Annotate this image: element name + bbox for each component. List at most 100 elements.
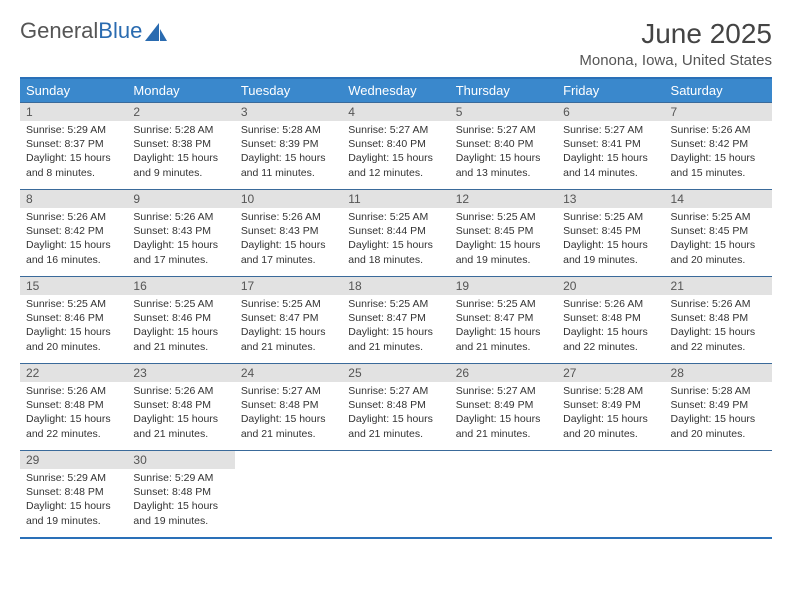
day-cell: 16 Sunrise: 5:25 AMSunset: 8:46 PMDayligh… bbox=[127, 277, 234, 363]
day-header: Sunday bbox=[20, 79, 127, 102]
day-number: 19 bbox=[450, 277, 557, 295]
day-header: Monday bbox=[127, 79, 234, 102]
day-number: 29 bbox=[20, 451, 127, 469]
day-number: 17 bbox=[235, 277, 342, 295]
day-content: Sunrise: 5:25 AMSunset: 8:47 PMDaylight:… bbox=[450, 297, 557, 354]
day-cell: 4 Sunrise: 5:27 AMSunset: 8:40 PMDaylight… bbox=[342, 103, 449, 189]
week-row: 22Sunrise: 5:26 AMSunset: 8:48 PMDayligh… bbox=[20, 363, 772, 450]
day-number: 27 bbox=[557, 364, 664, 382]
day-content: Sunrise: 5:26 AMSunset: 8:48 PMDaylight:… bbox=[557, 297, 664, 354]
day-number: 9 bbox=[127, 190, 234, 208]
day-cell: 8Sunrise: 5:26 AMSunset: 8:42 PMDaylight… bbox=[20, 190, 127, 276]
day-cell: . bbox=[235, 451, 342, 537]
day-content: Sunrise: 5:25 AMSunset: 8:47 PMDaylight:… bbox=[235, 297, 342, 354]
week-row: 1Sunrise: 5:29 AMSunset: 8:37 PMDaylight… bbox=[20, 102, 772, 189]
day-cell: 3 Sunrise: 5:28 AMSunset: 8:39 PMDaylight… bbox=[235, 103, 342, 189]
day-cell: 25 Sunrise: 5:27 AMSunset: 8:48 PMDayligh… bbox=[342, 364, 449, 450]
logo-sail-icon bbox=[145, 23, 167, 41]
day-header: Thursday bbox=[450, 79, 557, 102]
day-cell: 22 Sunrise: 5:26 AMSunset: 8:48 PMDayligh… bbox=[20, 364, 127, 450]
day-number: 7 bbox=[665, 103, 772, 121]
day-content: Sunrise: 5:25 AMSunset: 8:45 PMDaylight:… bbox=[557, 210, 664, 267]
day-number: 2 bbox=[127, 103, 234, 121]
logo-text-blue: Blue bbox=[98, 18, 142, 44]
day-cell: 17 Sunrise: 5:25 AMSunset: 8:47 PMDayligh… bbox=[235, 277, 342, 363]
day-header: Wednesday bbox=[342, 79, 449, 102]
header: GeneralBlue June 2025 Monona, Iowa, Unit… bbox=[20, 18, 772, 69]
day-content: Sunrise: 5:25 AMSunset: 8:46 PMDaylight:… bbox=[127, 297, 234, 354]
week-row: 29Sunrise: 5:29 AMSunset: 8:48 PMDayligh… bbox=[20, 450, 772, 537]
day-number: 4 bbox=[342, 103, 449, 121]
day-number: 3 bbox=[235, 103, 342, 121]
day-cell: 14 Sunrise: 5:25 AMSunset: 8:45 PMDayligh… bbox=[665, 190, 772, 276]
day-header: Tuesday bbox=[235, 79, 342, 102]
day-content: Sunrise: 5:27 AMSunset: 8:40 PMDaylight:… bbox=[450, 123, 557, 180]
day-number: 14 bbox=[665, 190, 772, 208]
day-cell: 23Sunrise: 5:26 AMSunset: 8:48 PMDayligh… bbox=[127, 364, 234, 450]
location-text: Monona, Iowa, United States bbox=[579, 52, 772, 69]
day-content: Sunrise: 5:25 AMSunset: 8:45 PMDaylight:… bbox=[665, 210, 772, 267]
day-cell: 2 Sunrise: 5:28 AMSunset: 8:38 PMDaylight… bbox=[127, 103, 234, 189]
day-cell: 9Sunrise: 5:26 AMSunset: 8:43 PMDaylight… bbox=[127, 190, 234, 276]
day-header: Friday bbox=[557, 79, 664, 102]
week-row: 8Sunrise: 5:26 AMSunset: 8:42 PMDaylight… bbox=[20, 189, 772, 276]
day-cell: 13 Sunrise: 5:25 AMSunset: 8:45 PMDayligh… bbox=[557, 190, 664, 276]
day-number: 12 bbox=[450, 190, 557, 208]
day-content: Sunrise: 5:29 AMSunset: 8:48 PMDaylight:… bbox=[127, 471, 234, 528]
day-content: Sunrise: 5:25 AMSunset: 8:47 PMDaylight:… bbox=[342, 297, 449, 354]
day-content: Sunrise: 5:28 AMSunset: 8:39 PMDaylight:… bbox=[235, 123, 342, 180]
day-content: Sunrise: 5:27 AMSunset: 8:48 PMDaylight:… bbox=[235, 384, 342, 441]
day-content: Sunrise: 5:26 AMSunset: 8:43 PMDaylight:… bbox=[235, 210, 342, 267]
day-cell: 11Sunrise: 5:25 AMSunset: 8:44 PMDayligh… bbox=[342, 190, 449, 276]
day-cell: 15 Sunrise: 5:25 AMSunset: 8:46 PMDayligh… bbox=[20, 277, 127, 363]
day-number: 10 bbox=[235, 190, 342, 208]
day-content: Sunrise: 5:28 AMSunset: 8:49 PMDaylight:… bbox=[665, 384, 772, 441]
day-cell: 26 Sunrise: 5:27 AMSunset: 8:49 PMDayligh… bbox=[450, 364, 557, 450]
month-title: June 2025 bbox=[579, 18, 772, 50]
day-cell: . bbox=[450, 451, 557, 537]
day-number: 21 bbox=[665, 277, 772, 295]
day-cell: . bbox=[342, 451, 449, 537]
day-cell: 29 Sunrise: 5:29 AMSunset: 8:48 PMDayligh… bbox=[20, 451, 127, 537]
day-number: 30 bbox=[127, 451, 234, 469]
day-number: 18 bbox=[342, 277, 449, 295]
day-cell: 24 Sunrise: 5:27 AMSunset: 8:48 PMDayligh… bbox=[235, 364, 342, 450]
day-cell: 28Sunrise: 5:28 AMSunset: 8:49 PMDayligh… bbox=[665, 364, 772, 450]
day-cell: 6Sunrise: 5:27 AMSunset: 8:41 PMDaylight… bbox=[557, 103, 664, 189]
day-number: 13 bbox=[557, 190, 664, 208]
day-content: Sunrise: 5:26 AMSunset: 8:48 PMDaylight:… bbox=[665, 297, 772, 354]
day-number: 15 bbox=[20, 277, 127, 295]
day-content: Sunrise: 5:27 AMSunset: 8:40 PMDaylight:… bbox=[342, 123, 449, 180]
day-content: Sunrise: 5:28 AMSunset: 8:38 PMDaylight:… bbox=[127, 123, 234, 180]
day-number: 25 bbox=[342, 364, 449, 382]
day-cell: 21 Sunrise: 5:26 AMSunset: 8:48 PMDayligh… bbox=[665, 277, 772, 363]
calendar-grid: SundayMondayTuesdayWednesdayThursdayFrid… bbox=[20, 77, 772, 539]
day-content: Sunrise: 5:26 AMSunset: 8:48 PMDaylight:… bbox=[20, 384, 127, 441]
day-content: Sunrise: 5:27 AMSunset: 8:49 PMDaylight:… bbox=[450, 384, 557, 441]
day-number: 20 bbox=[557, 277, 664, 295]
day-number: 22 bbox=[20, 364, 127, 382]
day-header: Saturday bbox=[665, 79, 772, 102]
day-content: Sunrise: 5:29 AMSunset: 8:37 PMDaylight:… bbox=[20, 123, 127, 180]
day-cell: 5Sunrise: 5:27 AMSunset: 8:40 PMDaylight… bbox=[450, 103, 557, 189]
day-content: Sunrise: 5:27 AMSunset: 8:48 PMDaylight:… bbox=[342, 384, 449, 441]
day-cell: 12 Sunrise: 5:25 AMSunset: 8:45 PMDayligh… bbox=[450, 190, 557, 276]
day-number: 16 bbox=[127, 277, 234, 295]
day-cell: 27Sunrise: 5:28 AMSunset: 8:49 PMDayligh… bbox=[557, 364, 664, 450]
week-row: 15Sunrise: 5:25 AMSunset: 8:46 PMDayligh… bbox=[20, 276, 772, 363]
day-number: 8 bbox=[20, 190, 127, 208]
day-cell: 7 Sunrise: 5:26 AMSunset: 8:42 PMDaylight… bbox=[665, 103, 772, 189]
day-content: Sunrise: 5:25 AMSunset: 8:46 PMDaylight:… bbox=[20, 297, 127, 354]
day-content: Sunrise: 5:27 AMSunset: 8:41 PMDaylight:… bbox=[557, 123, 664, 180]
day-cell: . bbox=[665, 451, 772, 537]
day-cell: 18 Sunrise: 5:25 AMSunset: 8:47 PMDayligh… bbox=[342, 277, 449, 363]
day-cell: 20 Sunrise: 5:26 AMSunset: 8:48 PMDayligh… bbox=[557, 277, 664, 363]
day-content: Sunrise: 5:26 AMSunset: 8:48 PMDaylight:… bbox=[127, 384, 234, 441]
day-cell: . bbox=[557, 451, 664, 537]
day-content: Sunrise: 5:25 AMSunset: 8:45 PMDaylight:… bbox=[450, 210, 557, 267]
day-content: Sunrise: 5:26 AMSunset: 8:42 PMDaylight:… bbox=[665, 123, 772, 180]
day-number: 26 bbox=[450, 364, 557, 382]
day-content: Sunrise: 5:29 AMSunset: 8:48 PMDaylight:… bbox=[20, 471, 127, 528]
day-number: 24 bbox=[235, 364, 342, 382]
logo: GeneralBlue bbox=[20, 18, 167, 44]
